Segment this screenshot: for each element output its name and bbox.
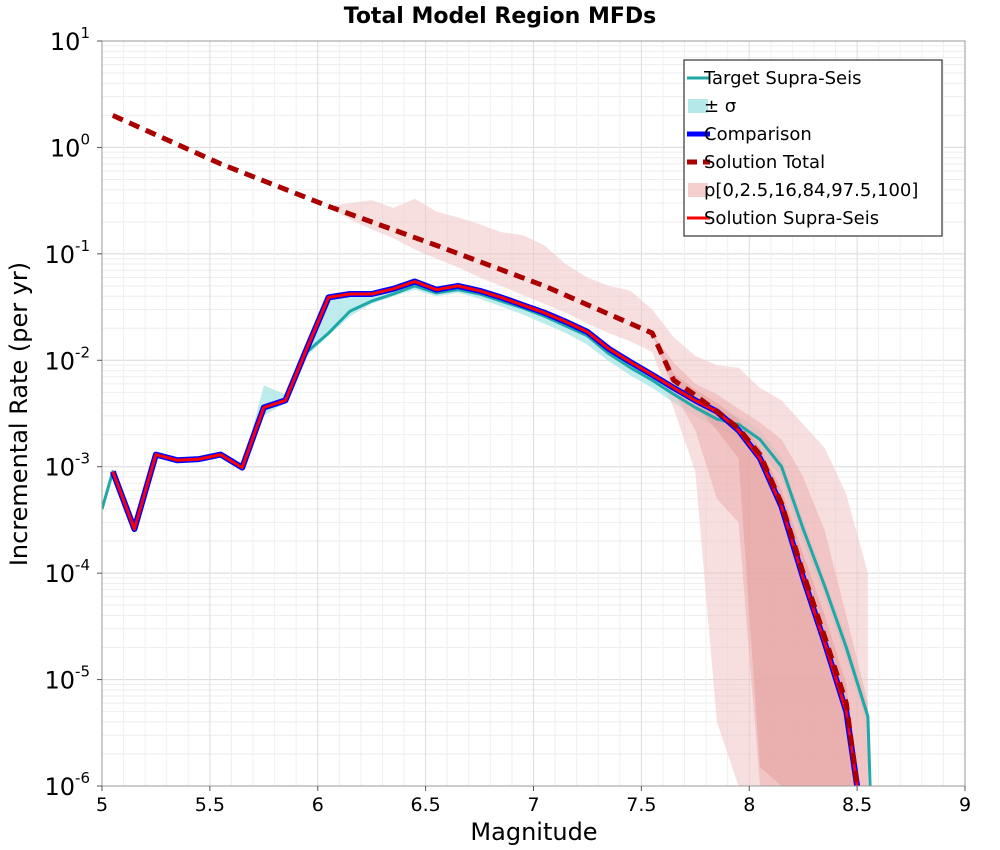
y-tick-label: 10-5: [44, 663, 90, 695]
series-lines: [102, 113, 872, 786]
x-tick-label: 5: [96, 794, 108, 816]
y-axis-ticks: 101 100 10-1 10-2 10-3 10-4 10-5 10-6: [44, 24, 102, 801]
series-line-solution-total: [111, 113, 860, 786]
x-tick-label: 8: [743, 794, 755, 816]
y-tick-label: 10-4: [44, 556, 90, 588]
y-axis-label: Incremental Rate (per yr): [5, 262, 33, 566]
legend: Target Supra-Seis ± σ Comparison Solution T…: [683, 59, 943, 237]
legend-label-p-0-2-5-16-84-97-5-100: p[0,2.5,16,84,97.5,100]: [704, 180, 918, 201]
y-tick-label: 10-1: [44, 237, 90, 269]
y-tick-label: 10-2: [44, 343, 90, 375]
y-tick-label: 10-3: [44, 450, 90, 482]
y-tick-label: 100: [50, 130, 90, 162]
legend-label-solution-supra-seis: Solution Supra-Seis: [704, 208, 879, 229]
band-3: [652, 333, 858, 786]
chart-title: Total Model Region MFDs: [344, 4, 657, 29]
x-tick-label: 6.5: [411, 794, 441, 816]
x-tick-label: 6: [312, 794, 324, 816]
legend-swatch-sigma: [688, 99, 708, 113]
x-axis-label: Magnitude: [470, 818, 597, 846]
legend-label-comparison: Comparison: [704, 124, 812, 145]
x-tick-label: 8.5: [842, 794, 872, 816]
x-axis-ticks: 5 5.5 6 6.5 7 7.5 8 8.5 9: [96, 786, 971, 816]
x-tick-label: 9: [959, 794, 971, 816]
band-1: [328, 198, 868, 786]
legend-label-sigma: ± σ: [704, 96, 736, 117]
uncertainty-bands: [102, 198, 868, 786]
legend-label-solution-total: Solution Total: [704, 152, 825, 173]
y-tick-label: 101: [50, 24, 90, 56]
x-tick-label: 7: [527, 794, 539, 816]
y-tick-label: 10-6: [44, 769, 90, 801]
x-tick-label: 7.5: [626, 794, 656, 816]
legend-label-target-supra-seis: Target Supra-Seis: [703, 68, 861, 89]
legend-box: [683, 59, 943, 237]
x-tick-label: 5.5: [195, 794, 225, 816]
legend-swatch-p-0-2-5-16-84-97-5-100: [688, 183, 708, 197]
